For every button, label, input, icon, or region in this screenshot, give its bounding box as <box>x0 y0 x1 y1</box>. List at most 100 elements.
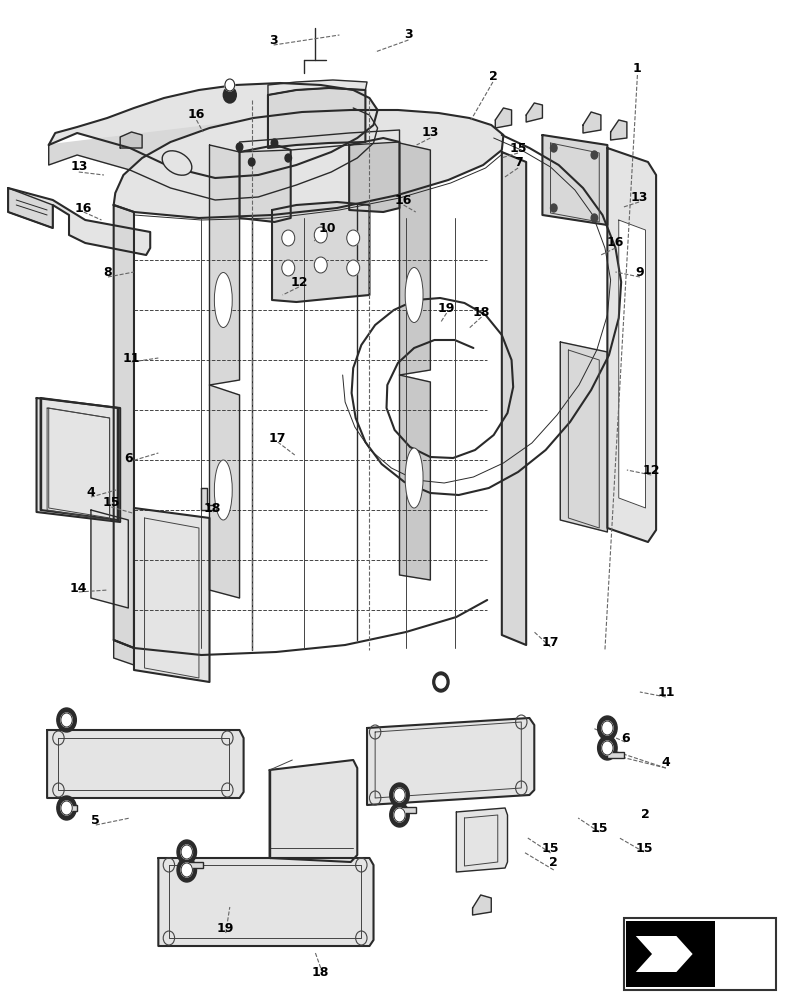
Polygon shape <box>399 375 430 580</box>
Polygon shape <box>495 108 511 128</box>
Polygon shape <box>114 205 134 648</box>
Polygon shape <box>607 148 655 542</box>
Polygon shape <box>114 640 134 665</box>
Polygon shape <box>47 730 243 798</box>
Ellipse shape <box>162 151 191 175</box>
Text: 4: 4 <box>87 486 95 498</box>
Text: 19: 19 <box>217 922 234 934</box>
Text: 6: 6 <box>620 732 629 744</box>
Text: 15: 15 <box>634 841 652 854</box>
Text: 18: 18 <box>204 502 221 514</box>
Text: 8: 8 <box>104 265 112 278</box>
Text: 15: 15 <box>541 841 559 854</box>
Text: 1: 1 <box>633 62 641 75</box>
Polygon shape <box>367 718 534 805</box>
Circle shape <box>432 672 448 692</box>
Polygon shape <box>635 936 692 972</box>
Circle shape <box>597 716 616 740</box>
Circle shape <box>177 840 196 864</box>
Text: 18: 18 <box>472 306 490 318</box>
Text: 13: 13 <box>629 191 647 204</box>
Circle shape <box>550 144 556 152</box>
Circle shape <box>181 863 192 877</box>
Ellipse shape <box>405 448 423 508</box>
Text: 3: 3 <box>404 28 412 41</box>
Circle shape <box>57 796 76 820</box>
Polygon shape <box>8 188 53 228</box>
Circle shape <box>389 783 409 807</box>
Text: 2: 2 <box>488 70 496 84</box>
Circle shape <box>550 204 556 212</box>
Polygon shape <box>456 808 507 872</box>
Polygon shape <box>472 895 491 915</box>
Circle shape <box>225 79 234 91</box>
Polygon shape <box>610 120 626 140</box>
Polygon shape <box>49 108 377 200</box>
Circle shape <box>248 158 255 166</box>
Polygon shape <box>120 132 142 148</box>
Polygon shape <box>41 398 118 520</box>
Ellipse shape <box>214 460 232 520</box>
Text: 5: 5 <box>92 813 100 826</box>
Text: 14: 14 <box>70 581 88 594</box>
Circle shape <box>436 676 445 688</box>
Circle shape <box>236 143 242 151</box>
Polygon shape <box>209 145 239 385</box>
Polygon shape <box>201 488 219 510</box>
Text: 17: 17 <box>541 636 559 648</box>
Circle shape <box>223 87 236 103</box>
Text: 13: 13 <box>421 126 439 139</box>
Polygon shape <box>526 103 542 122</box>
Circle shape <box>393 808 405 822</box>
Text: 15: 15 <box>508 141 526 154</box>
Polygon shape <box>239 130 399 152</box>
Polygon shape <box>560 342 607 532</box>
Text: 9: 9 <box>635 265 643 278</box>
Bar <box>187 862 203 868</box>
Text: 18: 18 <box>311 966 329 978</box>
Bar <box>623 918 775 990</box>
Circle shape <box>281 230 294 246</box>
Circle shape <box>271 139 277 147</box>
Text: 16: 16 <box>394 194 412 207</box>
Polygon shape <box>209 385 239 598</box>
Circle shape <box>281 260 294 276</box>
Circle shape <box>590 214 597 222</box>
Polygon shape <box>239 145 290 222</box>
Text: 12: 12 <box>290 275 307 288</box>
Text: 12: 12 <box>642 464 659 477</box>
Ellipse shape <box>214 272 232 328</box>
Polygon shape <box>272 202 369 302</box>
Polygon shape <box>134 508 209 682</box>
Circle shape <box>285 154 291 162</box>
Circle shape <box>177 858 196 882</box>
Polygon shape <box>268 80 367 95</box>
Polygon shape <box>501 152 526 645</box>
Polygon shape <box>114 110 503 218</box>
Bar <box>718 921 772 987</box>
Text: 16: 16 <box>187 108 205 121</box>
Text: 16: 16 <box>75 202 92 215</box>
Circle shape <box>389 803 409 827</box>
Circle shape <box>590 151 597 159</box>
Polygon shape <box>91 510 128 608</box>
Circle shape <box>393 788 405 802</box>
Text: 15: 15 <box>102 495 120 508</box>
Circle shape <box>601 741 612 755</box>
Polygon shape <box>269 760 357 862</box>
Text: 16: 16 <box>606 235 624 248</box>
Circle shape <box>314 227 327 243</box>
Polygon shape <box>158 858 373 946</box>
Text: 11: 11 <box>656 686 674 698</box>
Ellipse shape <box>405 267 423 322</box>
Text: 2: 2 <box>549 856 557 869</box>
Text: 10: 10 <box>318 222 336 234</box>
Circle shape <box>601 721 612 735</box>
Circle shape <box>181 845 192 859</box>
Bar <box>399 807 415 813</box>
Text: 15: 15 <box>590 822 607 834</box>
Polygon shape <box>582 112 600 133</box>
Polygon shape <box>8 188 150 255</box>
Polygon shape <box>36 398 120 522</box>
Text: 7: 7 <box>513 155 521 168</box>
